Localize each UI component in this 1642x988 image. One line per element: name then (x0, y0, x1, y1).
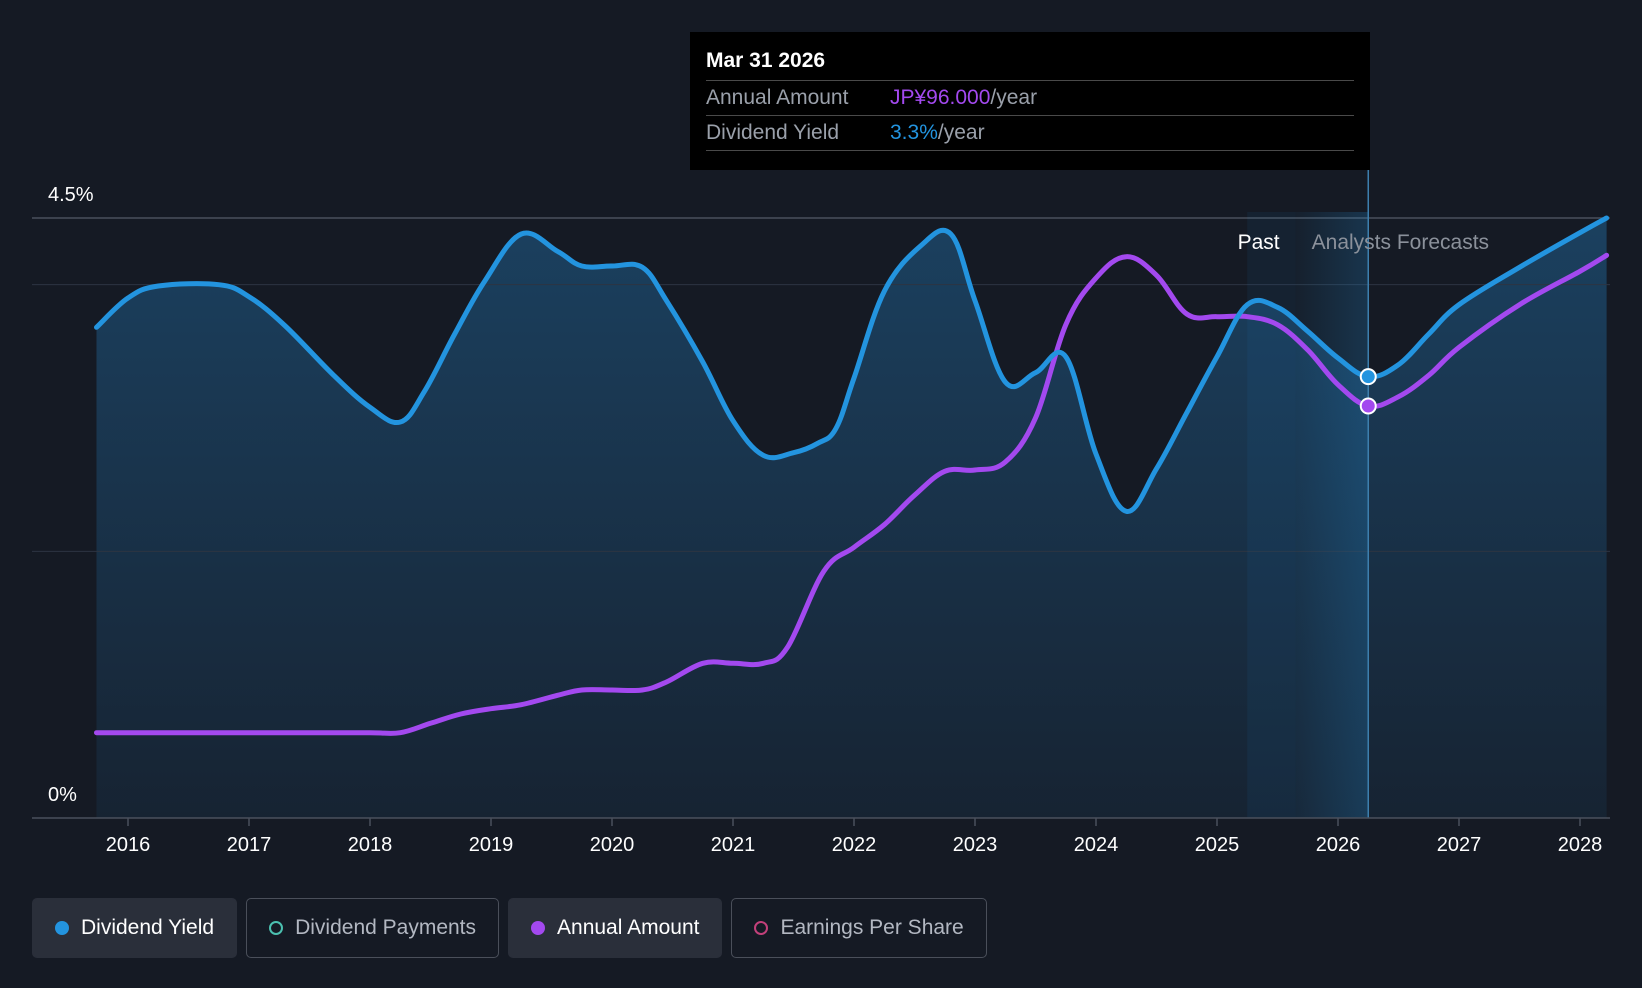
x-tick-label: 2026 (1316, 834, 1361, 856)
legend-dividend-yield[interactable]: Dividend Yield (32, 898, 238, 958)
annual-amount-marker (1359, 397, 1377, 415)
forecast-label: Analysts Forecasts (1312, 231, 1489, 254)
x-tick-label: 2019 (469, 834, 514, 856)
x-tick-label: 2016 (106, 834, 151, 856)
legend-label: Dividend Payments (295, 916, 477, 939)
x-tick-label: 2017 (227, 834, 272, 856)
x-tick-label: 2028 (1558, 834, 1603, 856)
y-label-bottom: 0% (48, 784, 77, 806)
tooltip-unit: /year (990, 86, 1038, 109)
tooltip-label: Annual Amount (706, 86, 849, 109)
x-tick-label: 2025 (1195, 834, 1240, 856)
x-tick-label: 2027 (1437, 834, 1482, 856)
legend-dot-icon (531, 921, 546, 935)
dividend-yield-line (94, 215, 1610, 514)
past-label: Past (1238, 231, 1280, 254)
tooltip: Mar 31 2026 Annual Amount JP¥96.000 /yea… (690, 32, 1370, 170)
legend-label: Dividend Yield (81, 916, 215, 939)
legend-dot-icon (55, 921, 69, 935)
legend-annual-amount[interactable]: Annual Amount (508, 898, 723, 958)
legend-ring-icon (754, 921, 769, 935)
legend: Dividend Yield Dividend Payments Annual … (32, 898, 987, 958)
tooltip-label: Dividend Yield (706, 121, 840, 144)
forecast-highlight-band (1295, 212, 1369, 818)
tooltip-date: Mar 31 2026 (706, 46, 1354, 81)
x-tick-label: 2022 (832, 834, 877, 856)
tooltip-row-dividend-yield: Dividend Yield 3.3% /year (706, 116, 1354, 151)
y-label-top: 4.5% (48, 184, 94, 206)
dividend-yield-marker (1359, 368, 1377, 386)
legend-earnings-per-share[interactable]: Earnings Per Share (731, 898, 987, 958)
tooltip-row-annual-amount: Annual Amount JP¥96.000 /year (706, 81, 1354, 116)
x-tick-label: 2021 (711, 834, 756, 856)
x-tick-label: 2023 (953, 834, 998, 856)
dividend-yield-area (96, 218, 1607, 818)
legend-dividend-payments[interactable]: Dividend Payments (246, 898, 500, 958)
legend-label: Annual Amount (557, 916, 700, 939)
annual-amount-line (94, 252, 1610, 736)
x-tick-label: 2024 (1074, 834, 1119, 856)
legend-ring-icon (269, 921, 284, 935)
x-tick-label: 2020 (590, 834, 635, 856)
x-tick-label: 2018 (348, 834, 393, 856)
tooltip-value: 3.3% (890, 121, 938, 144)
legend-label: Earnings Per Share (780, 916, 964, 939)
tooltip-value: JP¥96.000 (890, 86, 991, 109)
tooltip-unit: /year (937, 121, 985, 144)
